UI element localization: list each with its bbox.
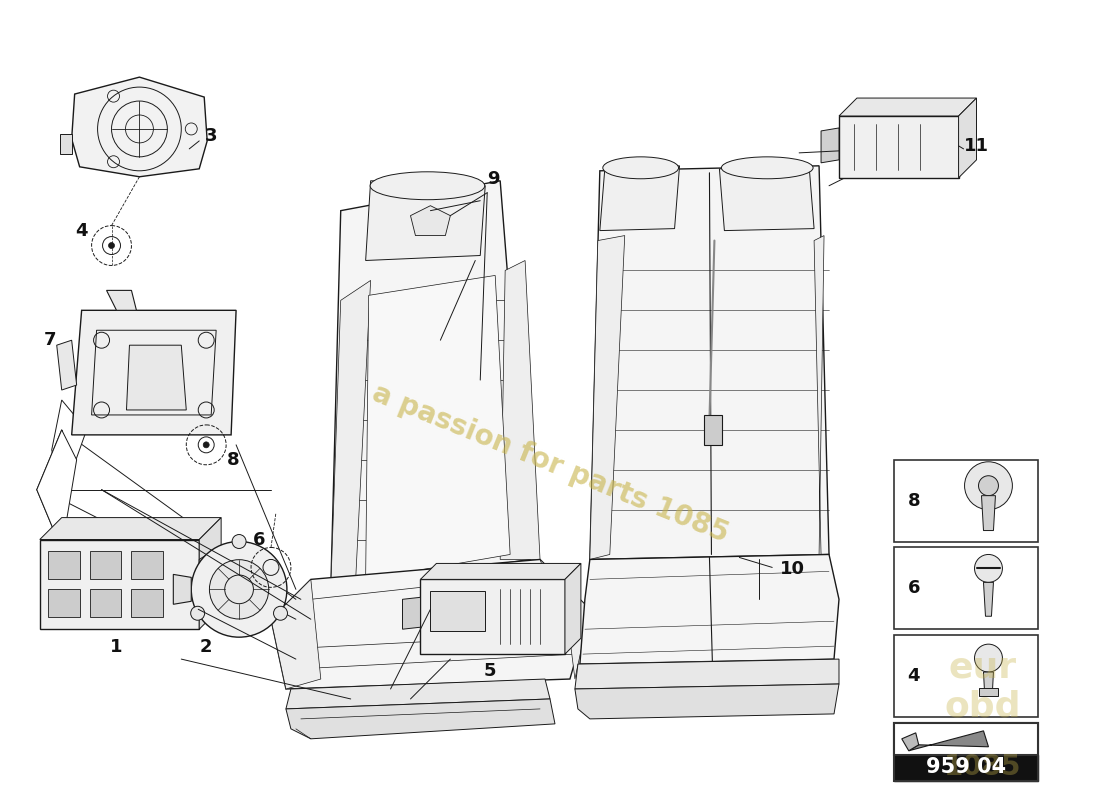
Polygon shape	[839, 116, 958, 178]
Polygon shape	[331, 181, 530, 590]
Bar	[47, 551, 79, 579]
Circle shape	[965, 462, 1012, 510]
Text: 959 04: 959 04	[926, 758, 1006, 778]
Polygon shape	[40, 539, 199, 630]
Polygon shape	[983, 582, 993, 616]
Text: 8: 8	[227, 450, 240, 469]
Polygon shape	[59, 134, 72, 154]
Text: eur
obd: eur obd	[945, 650, 1021, 724]
Polygon shape	[271, 559, 590, 689]
Polygon shape	[909, 731, 989, 750]
Polygon shape	[331, 281, 371, 590]
Polygon shape	[107, 290, 136, 310]
Circle shape	[232, 534, 246, 549]
Polygon shape	[420, 563, 581, 579]
Text: 4: 4	[76, 222, 88, 239]
Text: a passion for parts 1085: a passion for parts 1085	[367, 379, 733, 548]
Polygon shape	[126, 345, 186, 410]
Polygon shape	[590, 166, 829, 559]
Circle shape	[204, 442, 209, 448]
Ellipse shape	[722, 157, 813, 178]
Bar	[894, 635, 1038, 717]
Bar	[894, 723, 1038, 781]
Bar	[89, 551, 121, 579]
Text: 11: 11	[964, 137, 989, 155]
Text: 6: 6	[253, 530, 265, 549]
Polygon shape	[821, 128, 839, 163]
Polygon shape	[410, 206, 450, 235]
Polygon shape	[981, 496, 996, 530]
Text: 2: 2	[200, 638, 212, 656]
Polygon shape	[575, 684, 839, 719]
Text: 10: 10	[780, 561, 805, 578]
Polygon shape	[403, 598, 420, 630]
Polygon shape	[600, 166, 680, 230]
Polygon shape	[590, 235, 625, 559]
Bar	[47, 590, 79, 618]
Text: 6: 6	[908, 579, 920, 598]
Circle shape	[191, 542, 287, 637]
Polygon shape	[565, 563, 581, 654]
Polygon shape	[174, 574, 191, 604]
Bar	[979, 688, 999, 696]
Circle shape	[975, 554, 1002, 582]
Polygon shape	[814, 235, 824, 554]
Text: 9: 9	[487, 170, 499, 188]
Polygon shape	[365, 275, 510, 579]
Polygon shape	[575, 659, 839, 689]
Text: 8: 8	[908, 492, 920, 510]
Circle shape	[109, 242, 114, 249]
Bar	[704, 415, 723, 445]
Polygon shape	[839, 98, 977, 116]
Polygon shape	[983, 672, 993, 691]
Text: 4: 4	[908, 667, 920, 685]
Polygon shape	[894, 754, 1038, 781]
Polygon shape	[902, 733, 918, 750]
Polygon shape	[286, 699, 556, 739]
Text: 3: 3	[205, 127, 218, 145]
Text: 7: 7	[44, 331, 56, 350]
Polygon shape	[286, 679, 550, 709]
Polygon shape	[540, 559, 590, 679]
Bar	[894, 547, 1038, 630]
Text: 1085: 1085	[944, 753, 1022, 781]
Polygon shape	[72, 310, 236, 435]
Polygon shape	[199, 518, 221, 630]
Circle shape	[209, 560, 268, 619]
Polygon shape	[719, 166, 814, 230]
Circle shape	[190, 606, 205, 620]
Polygon shape	[57, 340, 77, 390]
Bar	[894, 723, 1038, 754]
Polygon shape	[199, 554, 207, 594]
Polygon shape	[958, 98, 977, 178]
Text: 1: 1	[110, 638, 123, 656]
Ellipse shape	[370, 172, 485, 200]
Polygon shape	[365, 181, 485, 261]
Polygon shape	[271, 579, 321, 689]
Polygon shape	[36, 430, 77, 550]
Circle shape	[274, 606, 287, 620]
Polygon shape	[420, 579, 565, 654]
Polygon shape	[40, 518, 221, 539]
Bar	[132, 590, 163, 618]
Polygon shape	[500, 261, 540, 559]
Circle shape	[979, 476, 999, 496]
Polygon shape	[72, 77, 207, 177]
Ellipse shape	[603, 157, 679, 178]
Bar	[430, 591, 485, 631]
Polygon shape	[580, 554, 839, 664]
Bar	[89, 590, 121, 618]
Text: 5: 5	[484, 662, 496, 680]
Bar	[132, 551, 163, 579]
Polygon shape	[52, 400, 87, 500]
Circle shape	[975, 644, 1002, 672]
Bar	[894, 460, 1038, 542]
